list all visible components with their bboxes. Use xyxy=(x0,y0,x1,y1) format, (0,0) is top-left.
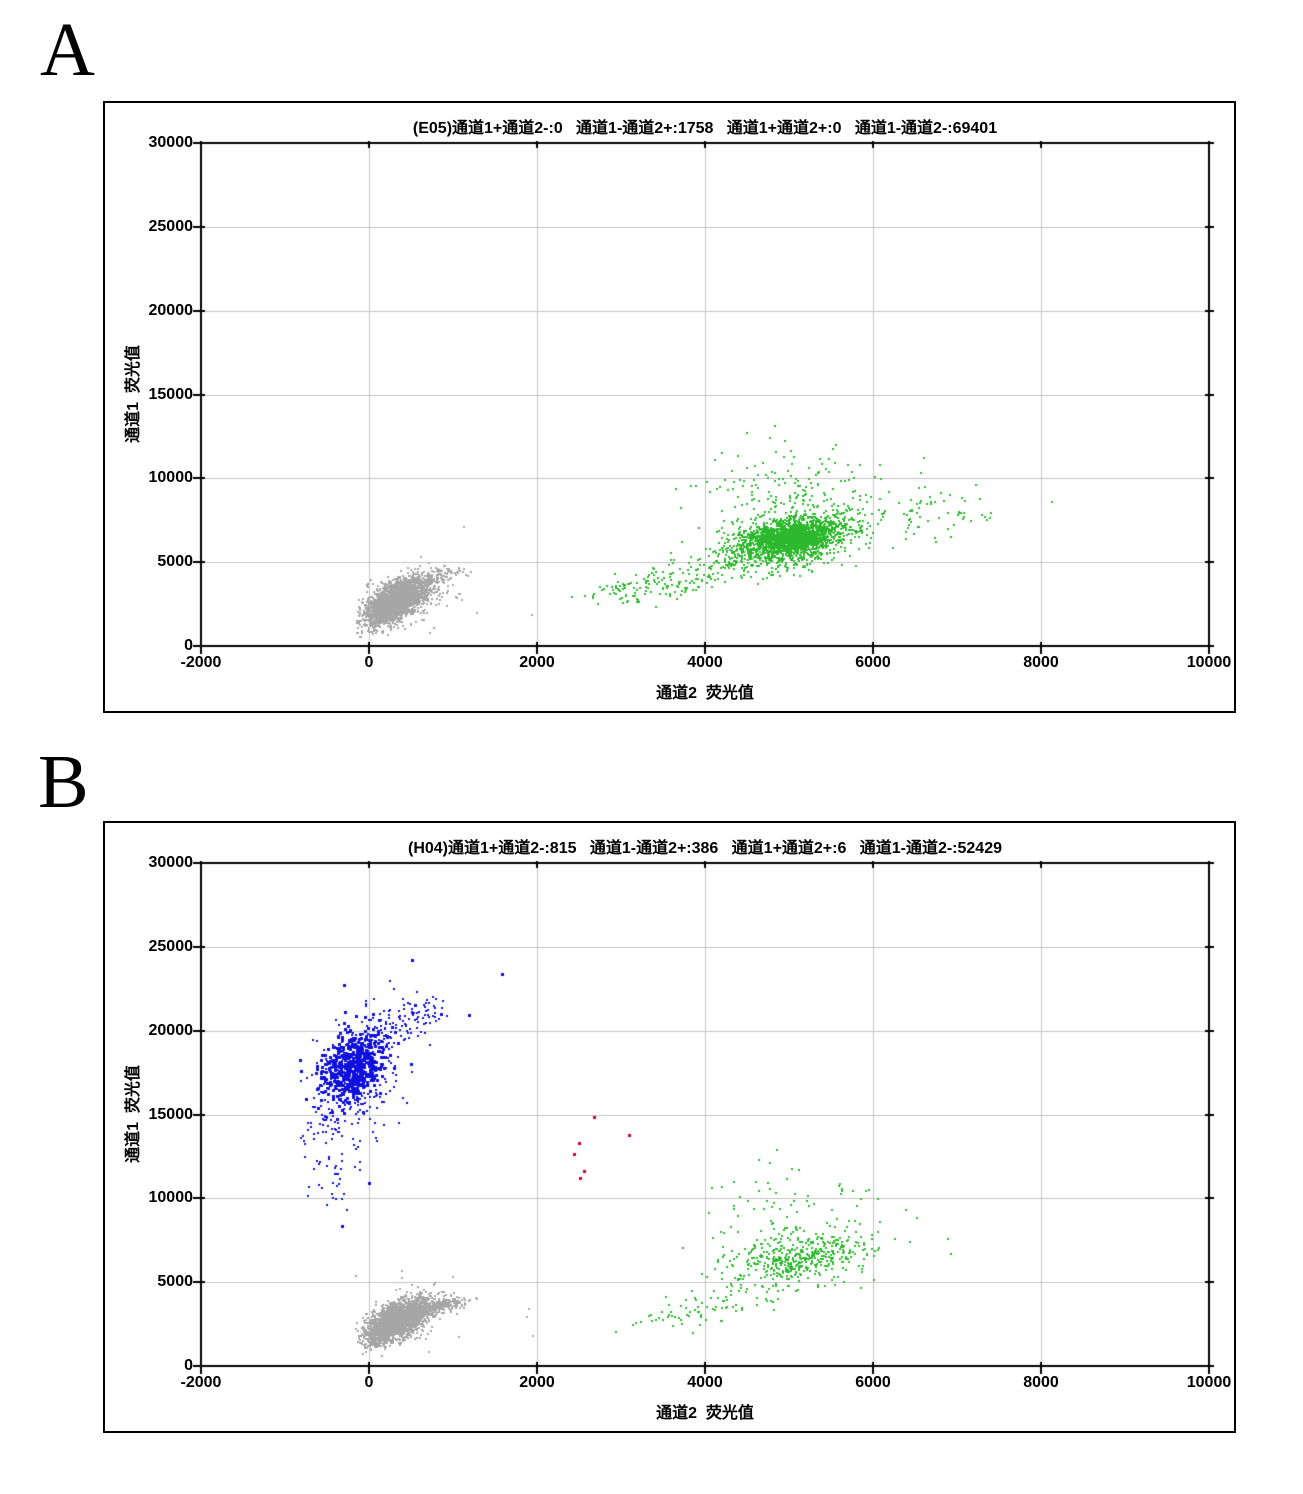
x-tick-label: 8000 xyxy=(1023,654,1059,671)
y-tick-label: 25000 xyxy=(148,937,194,955)
x-tick-label: 10000 xyxy=(1186,654,1232,671)
y-tick-label: 10000 xyxy=(148,469,194,487)
x-tick-label: 10000 xyxy=(1186,1374,1232,1391)
y-tick-label: 30000 xyxy=(148,854,194,871)
panel-b-letter: B xyxy=(38,740,89,824)
y-tick-label: 10000 xyxy=(148,1189,194,1207)
x-tick-label: -2000 xyxy=(180,654,222,671)
panel-a-scatter-plot xyxy=(105,103,1234,711)
panel-b-y-axis-label: 通道1 荧光值 xyxy=(125,1065,142,1163)
y-tick-label: 20000 xyxy=(148,301,194,319)
panel-b-chart: (H04)通道1+通道2-:815 通道1-通道2+:386 通道1+通道2+:… xyxy=(103,821,1236,1433)
panel-a-y-axis-label: 通道1 荧光值 xyxy=(125,345,142,443)
panel-a-x-axis-label: 通道2 荧光值 xyxy=(656,685,754,702)
x-tick-label: 6000 xyxy=(855,654,891,671)
y-tick-label: 20000 xyxy=(148,1021,194,1039)
y-tick-label: 25000 xyxy=(148,217,194,235)
x-tick-label: 2000 xyxy=(519,1374,555,1391)
y-tick-label: 0 xyxy=(184,1357,193,1374)
x-tick-label: 0 xyxy=(364,654,374,671)
y-tick-label: 15000 xyxy=(148,1105,194,1123)
x-tick-label: 4000 xyxy=(687,1374,723,1391)
x-tick-label: 8000 xyxy=(1023,1374,1059,1391)
panel-b-x-axis-label: 通道2 荧光值 xyxy=(656,1405,754,1422)
panel-a-title: (E05)通道1+通道2-:0 通道1-通道2+:1758 通道1+通道2+:0… xyxy=(412,120,998,137)
y-tick-label: 5000 xyxy=(157,1273,193,1291)
x-tick-label: 0 xyxy=(364,1374,374,1391)
x-tick-label: 6000 xyxy=(855,1374,891,1391)
panel-a-letter: A xyxy=(40,8,95,92)
y-tick-label: 0 xyxy=(184,637,193,654)
y-tick-label: 5000 xyxy=(157,553,193,571)
panel-b-title: (H04)通道1+通道2-:815 通道1-通道2+:386 通道1+通道2+:… xyxy=(408,840,1002,857)
panel-b-scatter-plot xyxy=(105,823,1234,1431)
y-tick-label: 15000 xyxy=(148,385,194,403)
y-tick-label: 30000 xyxy=(148,134,194,151)
x-tick-label: -2000 xyxy=(180,1374,222,1391)
x-tick-label: 2000 xyxy=(519,654,555,671)
x-tick-label: 4000 xyxy=(687,654,723,671)
panel-a-chart: (E05)通道1+通道2-:0 通道1-通道2+:1758 通道1+通道2+:0… xyxy=(103,101,1236,713)
